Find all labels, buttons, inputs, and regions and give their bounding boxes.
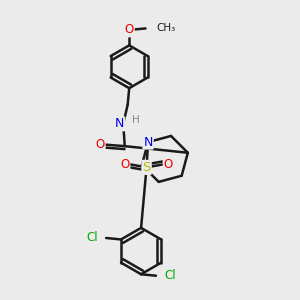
Text: O: O bbox=[164, 158, 173, 171]
Text: CH₃: CH₃ bbox=[156, 23, 175, 33]
Text: O: O bbox=[95, 138, 105, 151]
Text: Cl: Cl bbox=[164, 269, 176, 282]
Text: S: S bbox=[142, 161, 151, 174]
Text: H: H bbox=[132, 115, 140, 125]
Text: N: N bbox=[115, 117, 124, 130]
Text: O: O bbox=[124, 23, 134, 36]
Text: N: N bbox=[143, 136, 153, 148]
Text: Cl: Cl bbox=[86, 232, 98, 244]
Text: O: O bbox=[120, 158, 130, 171]
